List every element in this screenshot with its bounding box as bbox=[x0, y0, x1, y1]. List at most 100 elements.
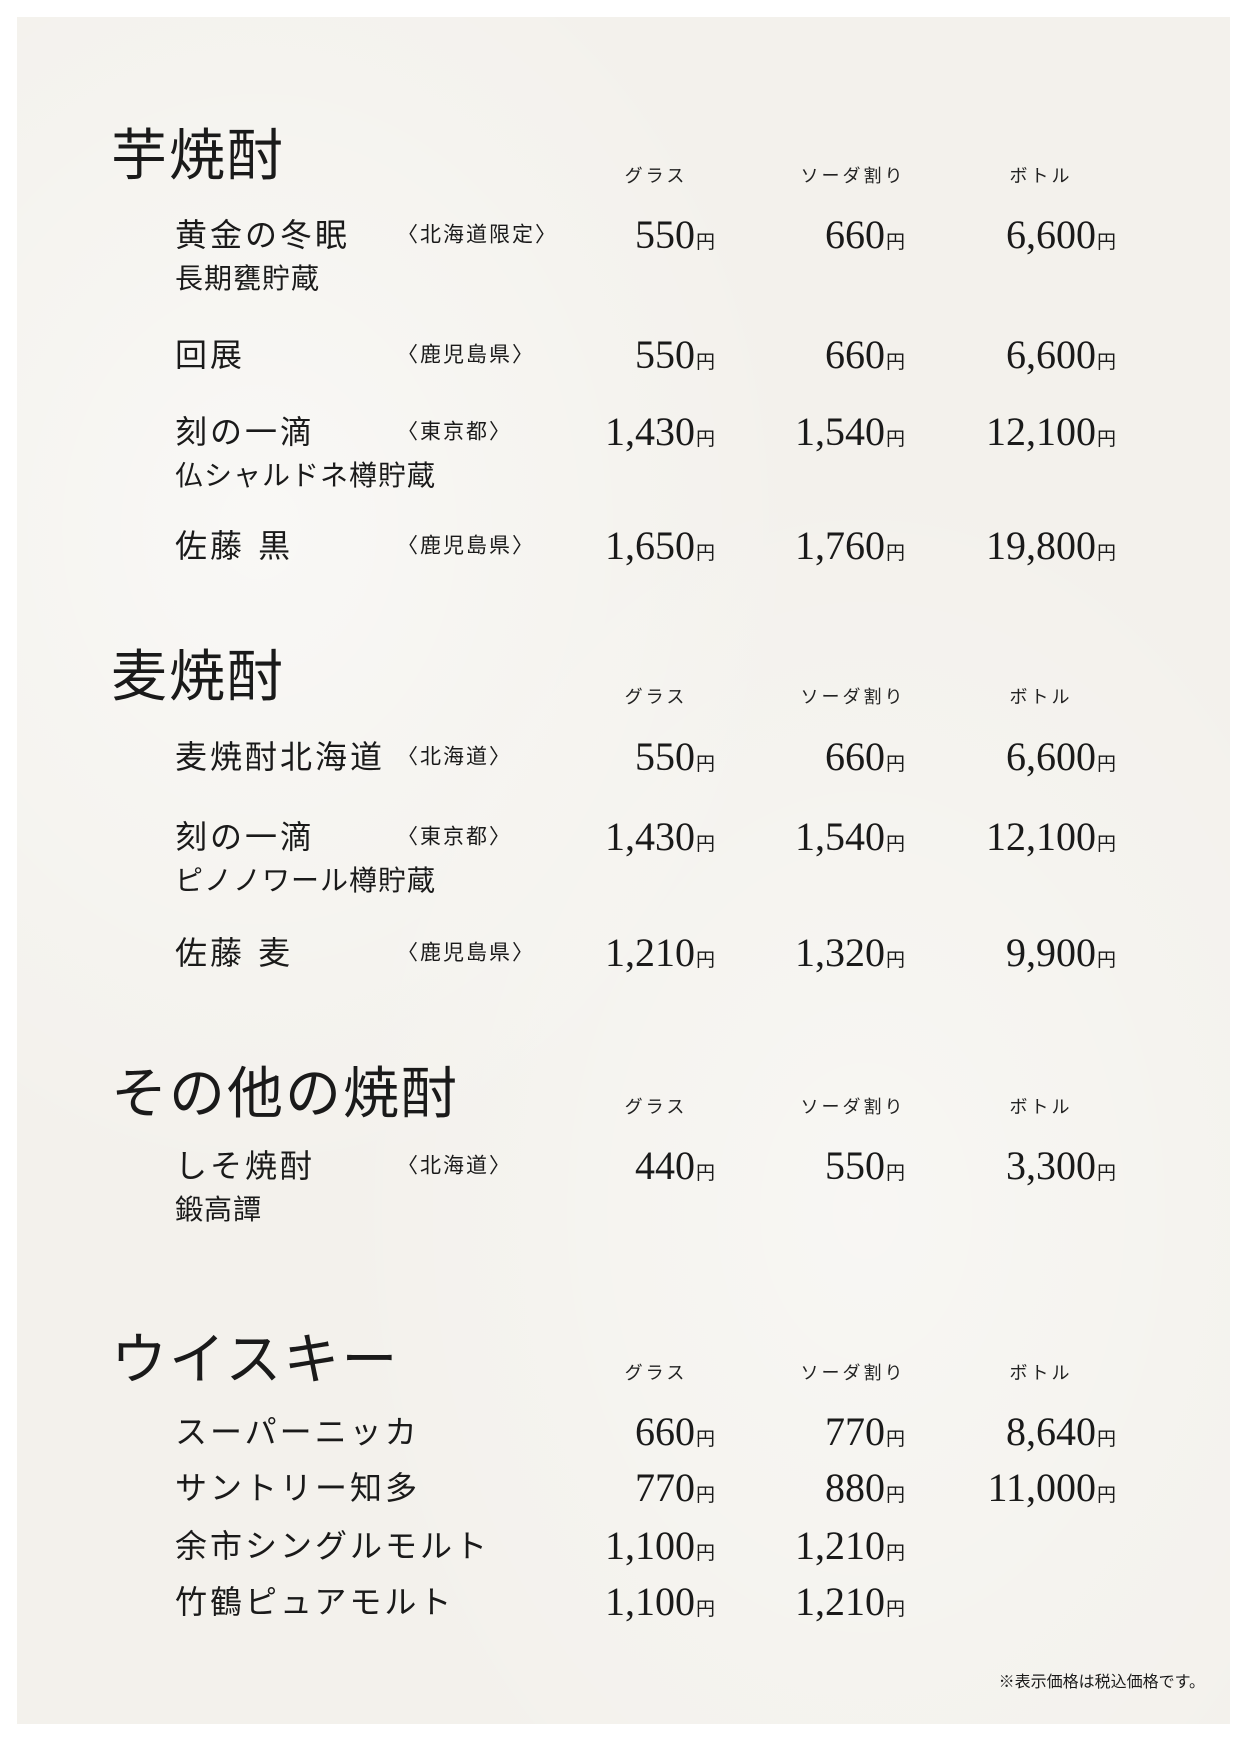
item-name: 佐藤 黒 bbox=[175, 527, 294, 565]
item-price: 19,800円 bbox=[986, 526, 1116, 566]
price-value: 660 bbox=[824, 212, 885, 257]
yen-unit: 円 bbox=[695, 542, 715, 564]
price-value: 550 bbox=[634, 734, 695, 779]
yen-unit: 円 bbox=[1096, 833, 1116, 855]
item-price: 6,600円 bbox=[1006, 215, 1116, 255]
item-origin: 〈東京都〉 bbox=[397, 419, 512, 444]
item-price: 12,100円 bbox=[986, 412, 1116, 452]
price-value: 550 bbox=[634, 212, 695, 257]
yen-unit: 円 bbox=[695, 753, 715, 775]
item-subtitle: 鍛高譚 bbox=[175, 1193, 263, 1226]
item-price: 1,540円 bbox=[795, 412, 905, 452]
yen-unit: 円 bbox=[1096, 231, 1116, 253]
item-subtitle: 仏シャルドネ樽貯蔵 bbox=[175, 459, 437, 492]
yen-unit: 円 bbox=[695, 1162, 715, 1184]
yen-unit: 円 bbox=[1096, 949, 1116, 971]
price-value: 1,430 bbox=[604, 814, 695, 859]
price-value: 880 bbox=[824, 1465, 885, 1510]
price-value: 12,100 bbox=[985, 814, 1096, 859]
price-value: 1,430 bbox=[604, 409, 695, 454]
yen-unit: 円 bbox=[885, 833, 905, 855]
price-value: 440 bbox=[634, 1143, 695, 1188]
item-price: 1,760円 bbox=[795, 526, 905, 566]
yen-unit: 円 bbox=[885, 1428, 905, 1450]
item-price: 770円 bbox=[635, 1468, 715, 1508]
price-value: 1,100 bbox=[604, 1523, 695, 1568]
price-value: 12,100 bbox=[985, 409, 1096, 454]
item-price: 1,210円 bbox=[795, 1582, 905, 1622]
price-value: 6,600 bbox=[1005, 332, 1096, 377]
item-origin: 〈鹿児島県〉 bbox=[397, 533, 535, 558]
item-price: 1,210円 bbox=[605, 933, 715, 973]
item-price: 550円 bbox=[635, 737, 715, 777]
item-name: しそ焼酎 bbox=[175, 1147, 316, 1185]
yen-unit: 円 bbox=[695, 1428, 715, 1450]
yen-unit: 円 bbox=[885, 753, 905, 775]
section-title: ウイスキー bbox=[111, 1328, 400, 1393]
item-price: 660円 bbox=[635, 1412, 715, 1452]
yen-unit: 円 bbox=[695, 1484, 715, 1506]
item-price: 1,100円 bbox=[605, 1526, 715, 1566]
item-price: 1,320円 bbox=[795, 933, 905, 973]
column-header: ソーダ割り bbox=[800, 1097, 906, 1118]
yen-unit: 円 bbox=[885, 542, 905, 564]
column-header: ボトル bbox=[1009, 1363, 1073, 1384]
price-value: 1,650 bbox=[604, 523, 695, 568]
yen-unit: 円 bbox=[695, 949, 715, 971]
item-price: 9,900円 bbox=[1006, 933, 1116, 973]
column-header: ソーダ割り bbox=[800, 687, 906, 708]
item-name: 刻の一滴 bbox=[175, 413, 316, 451]
yen-unit: 円 bbox=[885, 1484, 905, 1506]
yen-unit: 円 bbox=[695, 428, 715, 450]
yen-unit: 円 bbox=[695, 1542, 715, 1564]
item-price: 660円 bbox=[825, 335, 905, 375]
menu-page bbox=[17, 17, 1230, 1724]
price-value: 9,900 bbox=[1005, 930, 1096, 975]
yen-unit: 円 bbox=[1096, 1162, 1116, 1184]
item-price: 660円 bbox=[825, 737, 905, 777]
section-title: 芋焼酎 bbox=[111, 124, 285, 189]
item-price: 1,430円 bbox=[605, 817, 715, 857]
item-price: 6,600円 bbox=[1006, 335, 1116, 375]
column-header: ソーダ割り bbox=[800, 166, 906, 187]
item-price: 1,540円 bbox=[795, 817, 905, 857]
price-value: 3,300 bbox=[1005, 1143, 1096, 1188]
item-origin: 〈鹿児島県〉 bbox=[397, 940, 535, 965]
yen-unit: 円 bbox=[695, 1598, 715, 1620]
item-origin: 〈北海道限定〉 bbox=[397, 222, 558, 247]
price-value: 660 bbox=[824, 332, 885, 377]
column-header: グラス bbox=[624, 1363, 688, 1384]
item-origin: 〈北海道〉 bbox=[397, 1153, 512, 1178]
column-header: ボトル bbox=[1009, 1097, 1073, 1118]
price-value: 1,210 bbox=[794, 1579, 885, 1624]
yen-unit: 円 bbox=[885, 428, 905, 450]
item-name: 余市シングルモルト bbox=[175, 1527, 491, 1565]
yen-unit: 円 bbox=[885, 351, 905, 373]
item-price: 1,210円 bbox=[795, 1526, 905, 1566]
item-price: 770円 bbox=[825, 1412, 905, 1452]
price-value: 660 bbox=[634, 1409, 695, 1454]
yen-unit: 円 bbox=[695, 833, 715, 855]
yen-unit: 円 bbox=[695, 231, 715, 253]
price-value: 1,100 bbox=[604, 1579, 695, 1624]
yen-unit: 円 bbox=[885, 1598, 905, 1620]
price-value: 1,760 bbox=[794, 523, 885, 568]
price-value: 11,000 bbox=[987, 1465, 1096, 1510]
item-price: 12,100円 bbox=[986, 817, 1116, 857]
item-price: 550円 bbox=[825, 1146, 905, 1186]
price-value: 770 bbox=[824, 1409, 885, 1454]
price-value: 1,210 bbox=[604, 930, 695, 975]
price-value: 550 bbox=[634, 332, 695, 377]
item-name: スーパーニッカ bbox=[175, 1413, 420, 1451]
yen-unit: 円 bbox=[885, 231, 905, 253]
price-value: 19,800 bbox=[985, 523, 1096, 568]
item-price: 11,000円 bbox=[987, 1468, 1116, 1508]
column-header: ボトル bbox=[1009, 166, 1073, 187]
yen-unit: 円 bbox=[1096, 542, 1116, 564]
item-price: 440円 bbox=[635, 1146, 715, 1186]
item-price: 3,300円 bbox=[1006, 1146, 1116, 1186]
price-value: 8,640 bbox=[1005, 1409, 1096, 1454]
yen-unit: 円 bbox=[1096, 1428, 1116, 1450]
yen-unit: 円 bbox=[885, 949, 905, 971]
price-value: 1,210 bbox=[794, 1523, 885, 1568]
